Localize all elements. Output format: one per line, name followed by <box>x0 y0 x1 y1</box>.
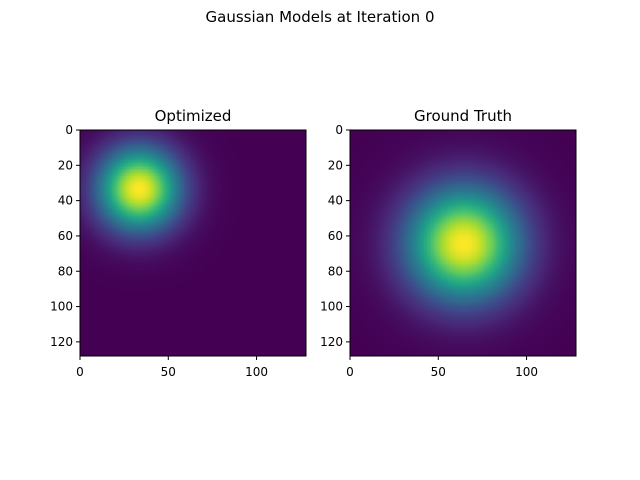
y-tick-label-ground-truth: 20 <box>328 158 343 172</box>
heatmap-optimized <box>79 129 307 357</box>
x-tick-label-optimized: 50 <box>161 365 176 379</box>
y-tick-label-optimized: 100 <box>50 300 73 314</box>
x-tick-label-optimized: 0 <box>76 365 84 379</box>
y-tick-label-optimized: 20 <box>58 158 73 172</box>
ticks-ground-truth: 0 50 100 0 20 40 60 80 100 120 <box>320 123 538 379</box>
y-tick-label-ground-truth: 120 <box>320 335 343 349</box>
x-tick-label-ground-truth: 100 <box>515 365 538 379</box>
y-tick-label-ground-truth: 0 <box>335 123 343 137</box>
y-tick-label-optimized: 60 <box>58 229 73 243</box>
y-tick-label-ground-truth: 40 <box>328 194 343 208</box>
heatmap-image-optimized <box>80 130 306 356</box>
subplot-title-ground-truth: Ground Truth <box>414 107 512 125</box>
heatmap-ground-truth <box>349 129 577 357</box>
figure-suptitle: Gaussian Models at Iteration 0 <box>206 8 435 26</box>
axes-frame-optimized <box>79 129 307 357</box>
x-tick-label-optimized: 100 <box>245 365 268 379</box>
x-tick-label-ground-truth: 0 <box>346 365 354 379</box>
y-tick-label-optimized: 80 <box>58 264 73 278</box>
y-tick-label-ground-truth: 100 <box>320 300 343 314</box>
y-tick-label-optimized: 40 <box>58 194 73 208</box>
subplot-title-optimized: Optimized <box>155 107 232 125</box>
x-tick-label-ground-truth: 50 <box>431 365 446 379</box>
axes-frame-ground-truth <box>349 129 577 357</box>
y-tick-label-optimized: 120 <box>50 335 73 349</box>
subplot-optimized: Optimized 0 50 100 0 20 40 60 80 100 120 <box>50 107 307 379</box>
subplot-ground-truth: Ground Truth 0 50 100 0 20 40 60 80 100 120 <box>320 107 577 379</box>
y-tick-label-optimized: 0 <box>65 123 73 137</box>
y-tick-label-ground-truth: 80 <box>328 264 343 278</box>
ticks-optimized: 0 50 100 0 20 40 60 80 100 120 <box>50 123 268 379</box>
heatmap-image-ground-truth <box>350 130 576 356</box>
y-tick-label-ground-truth: 60 <box>328 229 343 243</box>
